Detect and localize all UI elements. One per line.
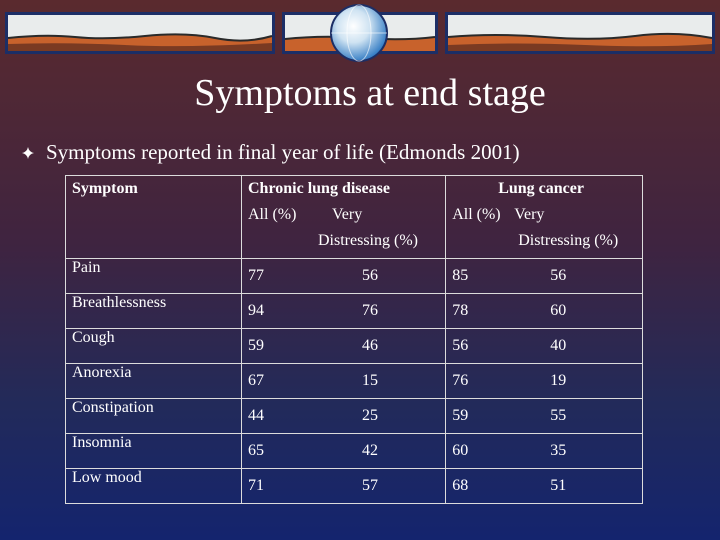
header-symptom: Symptom	[65, 175, 242, 259]
cell-chronic: 77 56	[240, 258, 447, 294]
header-chronic-distressing: Distressing (%)	[318, 232, 418, 249]
cell-symptom: Pain	[65, 258, 242, 294]
cell-symptom: Breathlessness	[65, 293, 242, 329]
cell-chronic-very: 42	[362, 442, 378, 459]
cell-lung: 68 51	[445, 468, 643, 504]
cell-lung-very: 60	[550, 302, 567, 319]
cell-lung: 60 35	[445, 433, 643, 469]
cell-chronic-all: 44	[248, 407, 264, 424]
cell-chronic-all: 71	[248, 477, 264, 494]
cell-lung: 59 55	[445, 398, 643, 434]
cell-chronic-very: 76	[362, 302, 378, 319]
table-row: Pain 77 56 85 56	[65, 258, 643, 294]
cell-symptom: Low mood	[65, 468, 242, 504]
cell-lung-all: 56	[452, 337, 469, 354]
table-row: Cough 59 46 56 40	[65, 328, 643, 364]
header-banner-right	[445, 12, 715, 54]
cell-lung: 85 56	[445, 258, 643, 294]
globe-icon	[328, 2, 390, 64]
cell-chronic: 44 25	[240, 398, 447, 434]
cell-chronic: 94 76	[240, 293, 447, 329]
cell-lung-all: 59	[452, 407, 469, 424]
cell-chronic-very: 56	[362, 267, 378, 284]
cell-chronic: 71 57	[240, 468, 447, 504]
cell-chronic-all: 67	[248, 372, 264, 389]
cell-lung-very: 55	[550, 407, 567, 424]
cell-lung-all: 76	[452, 372, 469, 389]
cell-chronic-all: 94	[248, 302, 264, 319]
cell-chronic-all: 59	[248, 337, 264, 354]
cell-lung-all: 68	[452, 477, 469, 494]
header-lung-distressing: Distressing (%)	[518, 232, 619, 249]
cell-lung-very: 56	[550, 267, 567, 284]
cell-chronic-very: 15	[362, 372, 378, 389]
table-row: Breathlessness 94 76 78 60	[65, 293, 643, 329]
cell-chronic: 67 15	[240, 363, 447, 399]
header-chronic-all: All (%)	[248, 206, 297, 223]
cell-chronic: 59 46	[240, 328, 447, 364]
cell-lung-all: 60	[452, 442, 469, 459]
symptoms-table: Symptom Chronic lung disease All (%) Ver…	[65, 175, 643, 504]
header-banner-left	[5, 12, 275, 54]
cell-chronic-very: 46	[362, 337, 378, 354]
header-chronic-lung-disease: Chronic lung disease All (%) Very Distre…	[240, 175, 447, 259]
cell-lung-very: 51	[550, 477, 567, 494]
slide-title: Symptoms at end stage	[194, 72, 546, 114]
header-lung-very: Very	[514, 206, 545, 223]
cell-lung: 76 19	[445, 363, 643, 399]
table-row: Low mood 71 57 68 51	[65, 468, 643, 504]
header-chronic-name: Chronic lung disease	[248, 180, 390, 197]
cell-lung-very: 40	[550, 337, 567, 354]
cell-symptom: Insomnia	[65, 433, 242, 469]
header-lung-all: All (%)	[452, 206, 501, 223]
header-lung-name: Lung cancer	[498, 180, 584, 197]
cell-chronic-very: 25	[362, 407, 378, 424]
table-row: Insomnia 65 42 60 35	[65, 433, 643, 469]
table-header-row: Symptom Chronic lung disease All (%) Ver…	[65, 175, 643, 259]
cell-lung-very: 19	[550, 372, 567, 389]
table-row: Anorexia 67 15 76 19	[65, 363, 643, 399]
bullet-item: Symptoms reported in final year of life …	[22, 138, 702, 168]
header-lung-cancer: Lung cancer All (%) Very Distressing (%)	[445, 175, 643, 259]
cell-chronic-very: 57	[362, 477, 378, 494]
cell-lung: 78 60	[445, 293, 643, 329]
cell-symptom: Cough	[65, 328, 242, 364]
cell-chronic-all: 77	[248, 267, 264, 284]
cell-lung-very: 35	[550, 442, 567, 459]
diamond-bullet-icon	[22, 147, 34, 159]
header-symptom-label: Symptom	[72, 180, 138, 197]
bullet-text: Symptoms reported in final year of life …	[46, 140, 520, 164]
header-chronic-very: Very	[332, 206, 363, 223]
cell-symptom: Anorexia	[65, 363, 242, 399]
cell-lung-all: 85	[452, 267, 469, 284]
table-row: Constipation 44 25 59 55	[65, 398, 643, 434]
cell-chronic: 65 42	[240, 433, 447, 469]
cell-chronic-all: 65	[248, 442, 264, 459]
cell-lung: 56 40	[445, 328, 643, 364]
cell-symptom: Constipation	[65, 398, 242, 434]
cell-lung-all: 78	[452, 302, 469, 319]
